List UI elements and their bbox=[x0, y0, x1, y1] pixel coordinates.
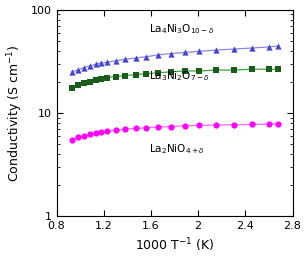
X-axis label: 1000 T$^{-1}$ (K): 1000 T$^{-1}$ (K) bbox=[135, 237, 214, 255]
Point bbox=[133, 126, 138, 131]
Point bbox=[87, 64, 92, 68]
Point bbox=[69, 86, 74, 90]
Point bbox=[113, 74, 118, 79]
Point bbox=[250, 46, 255, 50]
Y-axis label: Conductivity (S cm$^{-1}$): Conductivity (S cm$^{-1}$) bbox=[6, 44, 25, 182]
Point bbox=[266, 122, 271, 126]
Point bbox=[231, 68, 236, 72]
Point bbox=[183, 50, 188, 55]
Point bbox=[75, 68, 80, 72]
Point bbox=[197, 49, 202, 53]
Point bbox=[231, 47, 236, 51]
Point bbox=[276, 121, 281, 126]
Point bbox=[133, 56, 138, 60]
Point bbox=[93, 77, 98, 82]
Point bbox=[69, 138, 74, 142]
Point bbox=[156, 53, 161, 57]
Point bbox=[156, 125, 161, 129]
Point bbox=[276, 67, 281, 71]
Point bbox=[99, 76, 104, 81]
Point bbox=[75, 83, 80, 87]
Point bbox=[75, 135, 80, 140]
Point bbox=[99, 130, 104, 134]
Point bbox=[113, 59, 118, 63]
Point bbox=[69, 70, 74, 74]
Point bbox=[81, 134, 86, 138]
Point bbox=[197, 123, 202, 127]
Point bbox=[213, 48, 218, 52]
Text: La$_3$Ni$_2$O$_{7-\delta}$: La$_3$Ni$_2$O$_{7-\delta}$ bbox=[149, 69, 209, 83]
Point bbox=[266, 67, 271, 71]
Point bbox=[213, 68, 218, 72]
Point bbox=[144, 72, 149, 76]
Point bbox=[133, 73, 138, 77]
Point bbox=[183, 69, 188, 73]
Point bbox=[156, 71, 161, 75]
Point bbox=[122, 127, 127, 131]
Point bbox=[169, 70, 173, 74]
Point bbox=[105, 129, 110, 133]
Text: La$_2$NiO$_{4+\delta}$: La$_2$NiO$_{4+\delta}$ bbox=[149, 143, 204, 157]
Point bbox=[105, 60, 110, 64]
Point bbox=[81, 66, 86, 70]
Point bbox=[93, 131, 98, 135]
Point bbox=[87, 132, 92, 136]
Text: La$_4$Ni$_3$O$_{10-\delta}$: La$_4$Ni$_3$O$_{10-\delta}$ bbox=[149, 23, 214, 36]
Point bbox=[250, 122, 255, 127]
Point bbox=[87, 80, 92, 84]
Point bbox=[122, 74, 127, 78]
Point bbox=[250, 67, 255, 71]
Point bbox=[169, 51, 173, 56]
Point bbox=[113, 128, 118, 132]
Point bbox=[99, 61, 104, 65]
Point bbox=[183, 124, 188, 128]
Point bbox=[197, 69, 202, 73]
Point bbox=[231, 123, 236, 127]
Point bbox=[81, 81, 86, 85]
Point bbox=[144, 126, 149, 130]
Point bbox=[213, 123, 218, 127]
Point bbox=[169, 125, 173, 129]
Point bbox=[276, 44, 281, 48]
Point bbox=[144, 55, 149, 59]
Point bbox=[93, 62, 98, 67]
Point bbox=[266, 45, 271, 49]
Point bbox=[122, 57, 127, 61]
Point bbox=[105, 75, 110, 80]
